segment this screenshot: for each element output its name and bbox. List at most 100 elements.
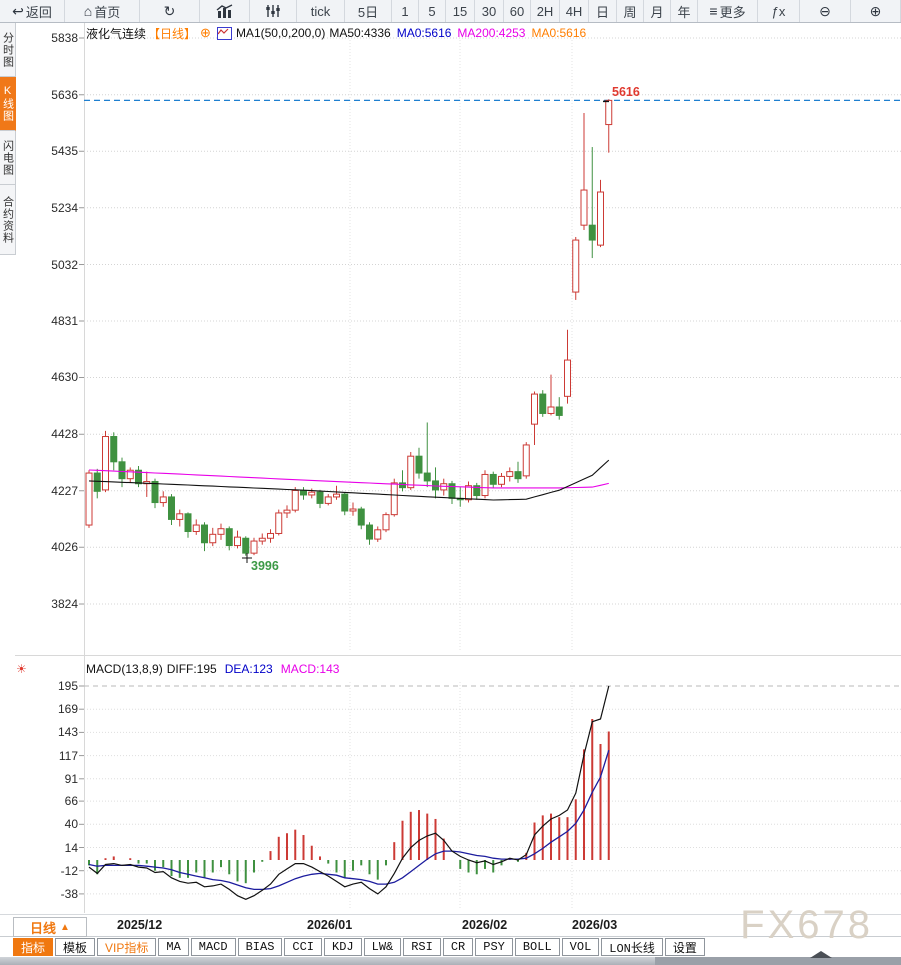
- tab-psy[interactable]: PSY: [475, 938, 513, 956]
- period-5m-button[interactable]: 5: [419, 0, 446, 22]
- tab-settings[interactable]: 设置: [664, 938, 705, 956]
- period-15m-button[interactable]: 15: [446, 0, 475, 22]
- candlesticks[interactable]: [85, 99, 613, 556]
- tab-ma[interactable]: MA: [158, 938, 189, 956]
- period-30m-button[interactable]: 30: [475, 0, 504, 22]
- divider-line: [0, 914, 901, 915]
- tab-vip-indicator[interactable]: VIP指标: [97, 938, 157, 956]
- price-axis-tick: 5234: [51, 200, 78, 215]
- toolbar-button-label: 5日: [357, 4, 379, 20]
- tab-template[interactable]: 模板: [55, 938, 96, 956]
- price-axis-tick: 3824: [51, 597, 78, 611]
- price-axis-tick: 4227: [51, 483, 78, 498]
- more-icon: ≡: [709, 3, 718, 19]
- price-axis-tick: 5032: [51, 257, 78, 272]
- zoom-in-icon: ⊕: [869, 3, 882, 19]
- top-toolbar: ↩ 返回 ⌂ 首页 ↻ tick 5日 1 5 15 30 60 2H 4H 日周月年 ≡ 更多 ƒx ⊖ ⊕: [0, 0, 901, 23]
- toolbar-button-label: 周: [623, 4, 637, 20]
- more-button[interactable]: ≡ 更多: [698, 0, 758, 22]
- period-5d-button[interactable]: 5日: [345, 0, 392, 22]
- sidebar-item-time-chart[interactable]: 分时图: [0, 23, 16, 77]
- bottom-scrollbar[interactable]: [0, 957, 901, 965]
- tab-boll[interactable]: BOLL: [514, 938, 560, 956]
- x-axis-label: 2025/12: [117, 918, 163, 932]
- tab-bias[interactable]: BIAS: [237, 938, 283, 956]
- period-tag: 【日线】: [148, 26, 197, 41]
- scroll-up-arrow-icon[interactable]: [810, 951, 832, 958]
- toolbar-button-label: 月: [650, 4, 664, 20]
- divider-line: [0, 936, 901, 937]
- macd-macd-value: MACD:143: [280, 662, 340, 676]
- period-60m-button[interactable]: 60: [504, 0, 531, 22]
- fx-button[interactable]: ƒx: [758, 0, 800, 22]
- sidebar-item-flash-chart[interactable]: 闪电图: [0, 131, 16, 185]
- period-day-button[interactable]: 日: [589, 0, 617, 22]
- period-week-button[interactable]: 周: [617, 0, 644, 22]
- tab-indicator[interactable]: 指标: [13, 938, 54, 956]
- refresh-icon: ↻: [163, 3, 176, 19]
- toolbar-button-label: 首页: [94, 4, 121, 20]
- ma200-value: MA200:4253: [457, 26, 526, 40]
- period-1m-button[interactable]: 1: [392, 0, 419, 22]
- macd-axis-tick: 143: [57, 725, 78, 740]
- tab-macd[interactable]: MACD: [190, 938, 236, 956]
- indicator-tab-bar: 指标 模板 VIP指标 MA MACD BIAS CCI KDJ LW& RSI CR PSY BOLL…: [13, 938, 705, 958]
- tab-cci[interactable]: CCI: [284, 938, 323, 956]
- home-button[interactable]: ⌂ 首页: [65, 0, 140, 22]
- indicator-sun-icon: ☀: [16, 662, 27, 676]
- toolbar-button-label: 1: [401, 3, 409, 19]
- macd-axis-tick: 91: [64, 771, 78, 786]
- toolbar-button-label: 4H: [565, 3, 583, 19]
- period-tick-button[interactable]: tick: [297, 0, 345, 22]
- gridlines: [79, 37, 901, 910]
- macd-axis-tick: 169: [57, 702, 78, 717]
- tab-lw[interactable]: LW&: [363, 938, 402, 956]
- period-2h-button[interactable]: 2H: [531, 0, 560, 22]
- chart-style-button[interactable]: [200, 0, 250, 22]
- period-month-button[interactable]: 月: [644, 0, 671, 22]
- toolbar-button-label: 30: [481, 3, 497, 19]
- period-4h-button[interactable]: 4H: [560, 0, 589, 22]
- tab-lon[interactable]: LON长线: [601, 938, 663, 956]
- toolbar-button-label: 更多: [719, 4, 746, 20]
- macd-diff-value: DIFF:195: [166, 662, 217, 676]
- refresh-button[interactable]: ↻: [140, 0, 200, 22]
- sidebar-item-contract-info[interactable]: 合约资料: [0, 185, 16, 255]
- tab-cr[interactable]: CR: [442, 938, 474, 956]
- period-year-button[interactable]: 年: [671, 0, 698, 22]
- macd-formula-label: MACD(13,8,9): [86, 662, 163, 676]
- toolbar-button-label: 年: [677, 4, 691, 20]
- zoom-out-icon: ⊖: [819, 3, 831, 19]
- ma-settings-label: MA1(50,0,200,0): [235, 26, 326, 40]
- symbol-name: 液化气连续: [86, 26, 147, 41]
- x-axis-label: 2026/03: [572, 918, 618, 932]
- zoom-out-button[interactable]: ⊖: [800, 0, 851, 22]
- add-to-watchlist-icon[interactable]: ⊕: [200, 25, 211, 40]
- dea-line: [88, 750, 610, 891]
- price-axis-tick: 4831: [51, 314, 78, 328]
- back-icon: ↩: [12, 3, 24, 19]
- toolbar-button-label: 15: [452, 3, 468, 19]
- sidebar-item-kline-chart[interactable]: K线图: [0, 77, 16, 131]
- period-selector[interactable]: 日线 ▲: [13, 917, 87, 937]
- chart-type-sidebar: 分时图 K线图 闪电图 合约资料: [0, 23, 16, 255]
- ma50-line: [88, 459, 610, 501]
- toolbar-button-label: 2H: [536, 3, 554, 19]
- bottom-scrollbar-thumb[interactable]: [655, 957, 901, 965]
- tab-vol[interactable]: VOL: [561, 938, 600, 956]
- price-axis-tick: 4026: [51, 540, 78, 555]
- macd-axis-tick: 195: [57, 679, 78, 693]
- tab-kdj[interactable]: KDJ: [324, 938, 362, 956]
- sliders-icon: [266, 5, 280, 17]
- panel-divider: [15, 655, 901, 656]
- toolbar-button-label: 日: [595, 4, 609, 20]
- ma50-value: MA50:4336: [329, 26, 391, 40]
- toolbar-button-label: 5: [428, 3, 436, 19]
- indicator-settings-button[interactable]: [250, 0, 297, 22]
- watermark-logo: FX678: [740, 903, 873, 947]
- tab-rsi[interactable]: RSI: [403, 938, 441, 956]
- ma200-line: [88, 469, 609, 489]
- back-button[interactable]: ↩ 返回: [0, 0, 65, 22]
- macd-dea-value: DEA:123: [224, 662, 273, 676]
